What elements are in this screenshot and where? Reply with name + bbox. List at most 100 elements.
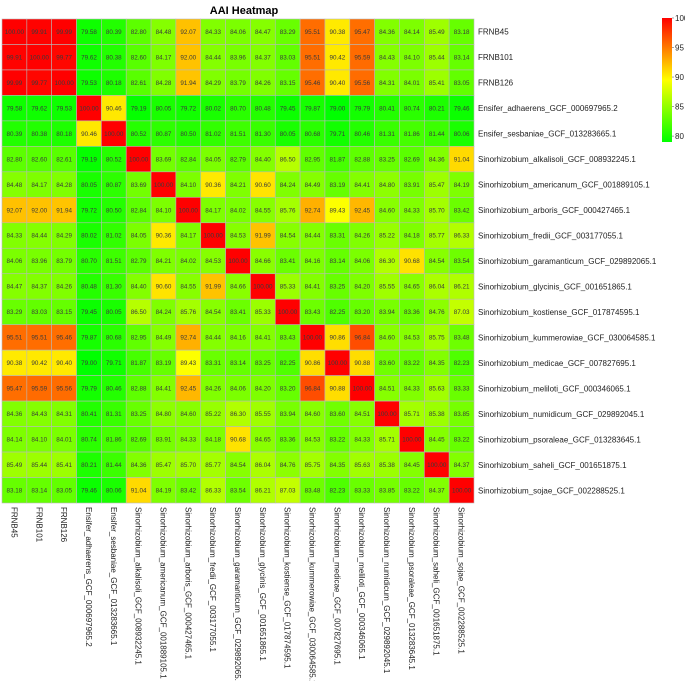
heatmap-cell	[274, 426, 301, 453]
heatmap-cell-value: 85.38	[379, 462, 395, 469]
heatmap-cell	[374, 18, 400, 45]
row-label: FRNB101	[478, 53, 514, 62]
heatmap-cell	[76, 222, 102, 249]
heatmap-cell-value: 99.99	[7, 80, 23, 87]
heatmap-cell-value: 80.38	[31, 131, 47, 138]
heatmap-cell	[274, 349, 301, 376]
heatmap-cell	[324, 400, 351, 427]
heatmap-cell-value: 81.87	[131, 360, 147, 367]
heatmap-cell	[101, 298, 127, 325]
heatmap-cell	[399, 349, 425, 376]
heatmap-cell	[349, 477, 375, 504]
heatmap-cell-value: 84.10	[156, 207, 172, 214]
heatmap-cell-value: 80.50	[106, 207, 122, 214]
heatmap-cell-value: 84.24	[280, 182, 296, 189]
heatmap-cell	[51, 146, 77, 173]
heatmap-cell	[26, 171, 52, 198]
legend-tick-label: 95	[675, 44, 684, 53]
heatmap-cell	[26, 44, 52, 71]
heatmap-cell-value: 79.45	[280, 105, 296, 112]
row-label: Sinorhizobium_americanum_GCF_001889105.1	[478, 181, 650, 190]
heatmap-cell-value: 83.29	[7, 309, 23, 316]
heatmap-cell	[200, 95, 226, 122]
heatmap-cell	[349, 120, 375, 147]
heatmap-cell	[374, 247, 400, 275]
heatmap-cell-value: 84.51	[379, 386, 395, 393]
heatmap-cell-value: 84.33	[404, 386, 420, 393]
heatmap-cell-value: 83.29	[280, 29, 296, 36]
heatmap-cell-value: 84.53	[305, 437, 321, 444]
heatmap-cell	[274, 400, 301, 427]
heatmap-cell	[448, 375, 475, 402]
heatmap-cell-value: 84.26	[354, 233, 370, 240]
heatmap-cell-value: 83.60	[379, 360, 395, 367]
heatmap-cell-value: 80.05	[106, 309, 122, 316]
heatmap-cell-value: 92.74	[180, 335, 196, 342]
heatmap-cell-value: 82.95	[131, 335, 147, 342]
heatmap-cell-value: 95.46	[305, 80, 321, 87]
heatmap-cell	[51, 298, 77, 325]
heatmap-cell	[399, 324, 425, 351]
heatmap-cell-value: 82.69	[404, 156, 420, 163]
heatmap-cell-value: 79.46	[454, 105, 470, 112]
heatmap-cell-value: 84.55	[180, 284, 196, 291]
heatmap-cell	[125, 451, 152, 478]
heatmap-cell	[1, 120, 28, 147]
column-label: Sinorhizobium_americanum_GCF_001889105.1	[158, 507, 167, 679]
heatmap-cell-value: 99.91	[31, 29, 47, 36]
heatmap-cell-value: 84.10	[31, 437, 47, 444]
heatmap-cell	[349, 197, 375, 224]
heatmap-cell	[299, 477, 326, 504]
heatmap-cell-value: 80.21	[81, 462, 97, 469]
row-label: Sinorhizobium_psoraleae_GCF_013283645.1	[478, 435, 641, 444]
heatmap-cell-value: 84.26	[255, 80, 271, 87]
heatmap-cell-value: 84.60	[305, 411, 321, 418]
heatmap-cell	[349, 171, 375, 198]
heatmap-cell-value: 79.46	[81, 487, 97, 494]
heatmap-cell-value: 83.25	[131, 411, 147, 418]
heatmap-cell	[150, 477, 177, 504]
heatmap-cell-value: 79.58	[7, 105, 23, 112]
heatmap-cell-value: 87.03	[280, 487, 296, 494]
heatmap-cell-value: 80.46	[354, 131, 370, 138]
heatmap-cell-value: 82.95	[305, 156, 321, 163]
row-label: Sinorhizobium_meliloti_GCF_000346065.1	[478, 384, 631, 393]
heatmap-cell-value: 85.77	[205, 462, 221, 469]
heatmap-cell	[150, 273, 177, 300]
heatmap-cell	[274, 95, 301, 122]
heatmap-cell	[225, 146, 251, 173]
row-label: Sinorhizobium_numidicum_GCF_029892045.1	[478, 410, 645, 419]
heatmap-cell-value: 95.59	[31, 386, 47, 393]
heatmap-cell-value: 84.29	[56, 233, 72, 240]
heatmap-cell	[200, 349, 226, 376]
heatmap-cell-value: 84.21	[230, 182, 246, 189]
heatmap-cell-value: 90.86	[329, 335, 345, 342]
heatmap-cell	[374, 375, 400, 402]
heatmap-cell	[225, 298, 251, 325]
heatmap-cell-value: 84.53	[404, 335, 420, 342]
heatmap-cell-value: 100.00	[353, 386, 373, 393]
heatmap-cell-value: 80.68	[106, 335, 122, 342]
heatmap-cell	[374, 222, 400, 249]
heatmap-cell	[374, 349, 400, 376]
heatmap-cell	[200, 375, 226, 402]
heatmap-cell-value: 79.79	[354, 105, 370, 112]
heatmap-cell	[448, 349, 475, 376]
heatmap-cell-value: 84.14	[7, 437, 23, 444]
heatmap-cell	[374, 69, 400, 96]
heatmap-cell-value: 84.41	[305, 284, 321, 291]
heatmap-cell	[225, 18, 251, 45]
row-label: Sinorhizobium_glycinis_GCF_001651865.1	[478, 282, 632, 291]
heatmap-cell-value: 83.25	[379, 156, 395, 163]
heatmap-cell-value: 79.62	[31, 105, 47, 112]
heatmap-cell	[1, 146, 28, 173]
heatmap-cell	[324, 477, 351, 504]
heatmap-cell-value: 86.04	[429, 284, 445, 291]
heatmap-cell-value: 83.15	[56, 309, 72, 316]
heatmap-cell	[274, 120, 301, 147]
heatmap-cell-value: 83.14	[454, 54, 470, 61]
heatmap-cell-value: 80.70	[230, 105, 246, 112]
heatmap-cell-value: 100.00	[228, 258, 248, 265]
heatmap-cell-value: 84.65	[404, 284, 420, 291]
heatmap-cell-value: 82.23	[454, 360, 470, 367]
